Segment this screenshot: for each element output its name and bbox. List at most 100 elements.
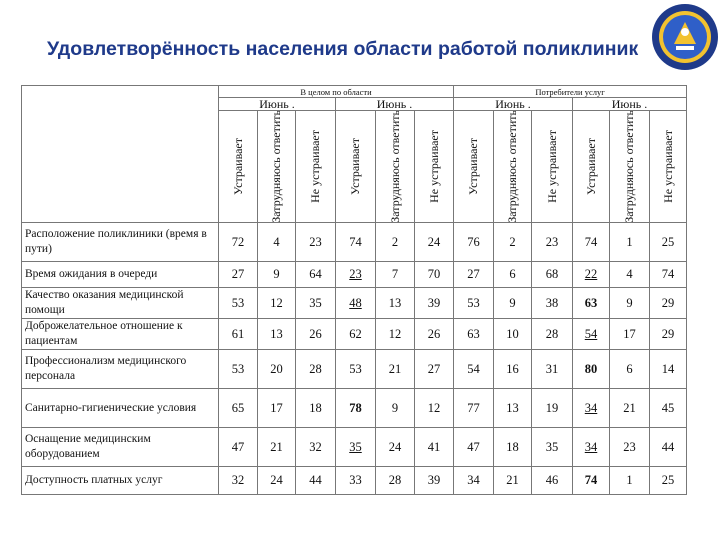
- page-title: Удовлетворённость населения области рабо…: [47, 38, 639, 60]
- table-cell: 24: [413, 222, 455, 262]
- table-cell: 80: [572, 349, 611, 389]
- row-label: Профессионализм медицинского персонала: [21, 349, 219, 389]
- column-header: Устраивает: [218, 110, 258, 223]
- table-cell: 23: [295, 222, 336, 262]
- table-cell: 1: [609, 222, 651, 262]
- table-cell: 74: [572, 222, 611, 262]
- table-cell: 20: [257, 349, 296, 389]
- table-cell: 33: [335, 466, 376, 495]
- column-header: Затрудняюсь ответить: [493, 110, 533, 223]
- column-header: Затрудняюсь ответить: [257, 110, 296, 223]
- row-label: Доброжелательное отношение к пациентам: [21, 318, 219, 350]
- row-label: Оснащение медицинским оборудованием: [21, 427, 219, 467]
- table-row: Санитарно-гигиенические условия 65 17 18 78 9…: [21, 388, 688, 428]
- table-cell: 35: [531, 427, 574, 467]
- table-cell: 23: [531, 222, 574, 262]
- table-cell: 27: [218, 261, 258, 288]
- table-cell: 9: [257, 261, 296, 288]
- table-cell: 21: [493, 466, 533, 495]
- column-header: Не устраивает: [295, 110, 336, 223]
- regional-emblem-logo: [652, 4, 718, 70]
- table-cell: 76: [453, 222, 495, 262]
- table-cell: 10: [493, 318, 533, 350]
- table-cell: 16: [493, 349, 533, 389]
- table-cell: 24: [375, 427, 415, 467]
- table-cell: 4: [257, 222, 296, 262]
- table-cell: 24: [257, 466, 296, 495]
- period-header: Июнь .: [334, 97, 455, 111]
- group-header-consumers: Потребители услуг: [453, 85, 688, 98]
- table-cell: 44: [295, 466, 336, 495]
- column-header: Устраивает: [335, 110, 376, 223]
- table-cell: 54: [453, 349, 495, 389]
- table-cell: 26: [295, 318, 336, 350]
- table-cell: 22: [572, 261, 611, 288]
- table-cell: 61: [218, 318, 258, 350]
- table-cell: 13: [375, 287, 415, 319]
- table-cell: 53: [218, 349, 258, 389]
- column-header-label: Устраивает: [583, 138, 598, 195]
- table-cell: 63: [453, 318, 495, 350]
- table-cell: 17: [257, 388, 296, 428]
- table-cell: 13: [493, 388, 533, 428]
- column-header: Не устраивает: [649, 110, 688, 223]
- table-cell: 17: [609, 318, 651, 350]
- table-cell: 25: [649, 222, 688, 262]
- row-label: Качество оказания медицинской помощи: [21, 287, 219, 319]
- table-cell: 72: [218, 222, 258, 262]
- table-cell: 21: [375, 349, 415, 389]
- column-header-label: Устраивает: [466, 138, 481, 195]
- table-cell: 7: [375, 261, 415, 288]
- table-cell: 6: [493, 261, 533, 288]
- table-cell: 32: [218, 466, 258, 495]
- table-cell: 68: [531, 261, 574, 288]
- table-cell: 23: [609, 427, 651, 467]
- column-header-row: Устраивает Затрудняюсь ответить Не устраив…: [22, 110, 688, 223]
- table-cell: 47: [453, 427, 495, 467]
- table-cell: 47: [218, 427, 258, 467]
- table-cell: 39: [413, 287, 455, 319]
- column-header: Устраивает: [453, 110, 495, 223]
- table-cell: 46: [531, 466, 574, 495]
- table-cell: 14: [649, 349, 688, 389]
- column-header: Устраивает: [572, 110, 611, 223]
- table-cell: 21: [609, 388, 651, 428]
- table-cell: 19: [531, 388, 574, 428]
- column-header-label: Не устраивает: [426, 130, 441, 203]
- column-header: Не устраивает: [413, 110, 455, 223]
- row-label: Расположение поликлиники (время в пути): [21, 222, 219, 262]
- column-header: Затрудняюсь ответить: [375, 110, 415, 223]
- table-cell: 2: [375, 222, 415, 262]
- column-header: Затрудняюсь ответить: [609, 110, 651, 223]
- table-cell: 54: [572, 318, 611, 350]
- table-cell: 35: [295, 287, 336, 319]
- table-cell: 53: [335, 349, 376, 389]
- table-cell: 29: [649, 287, 688, 319]
- table-cell: 35: [335, 427, 376, 467]
- satisfaction-table: В целом по области Потребители услуг Июн…: [21, 85, 688, 495]
- table-cell: 74: [335, 222, 376, 262]
- column-header: Не устраивает: [531, 110, 574, 223]
- table-row: Оснащение медицинским оборудованием 47 21 3…: [21, 427, 688, 467]
- table-cell: 39: [413, 466, 455, 495]
- table-cell: 77: [453, 388, 495, 428]
- table-body: Расположение поликлиники (время в пути) 7…: [21, 222, 688, 495]
- table-cell: 45: [649, 388, 688, 428]
- table-cell: 1: [609, 466, 651, 495]
- table-cell: 9: [375, 388, 415, 428]
- period-header: Июнь .: [572, 97, 688, 111]
- table-cell: 27: [453, 261, 495, 288]
- group-header-region: В целом по области: [217, 85, 455, 98]
- table-cell: 34: [453, 466, 495, 495]
- table-row: Доступность платных услуг 32 24 44 33 28 39 34 2…: [21, 466, 688, 495]
- table-cell: 12: [375, 318, 415, 350]
- table-cell: 23: [335, 261, 376, 288]
- column-header-label: Не устраивает: [660, 130, 675, 203]
- table-cell: 34: [572, 427, 611, 467]
- table-cell: 44: [649, 427, 688, 467]
- table-row: Профессионализм медицинского персонала 53…: [21, 349, 688, 389]
- column-header-label: Устраивает: [230, 138, 245, 195]
- table-cell: 34: [572, 388, 611, 428]
- table-row: Качество оказания медицинской помощи 53 12…: [21, 287, 688, 319]
- table-cell: 53: [453, 287, 495, 319]
